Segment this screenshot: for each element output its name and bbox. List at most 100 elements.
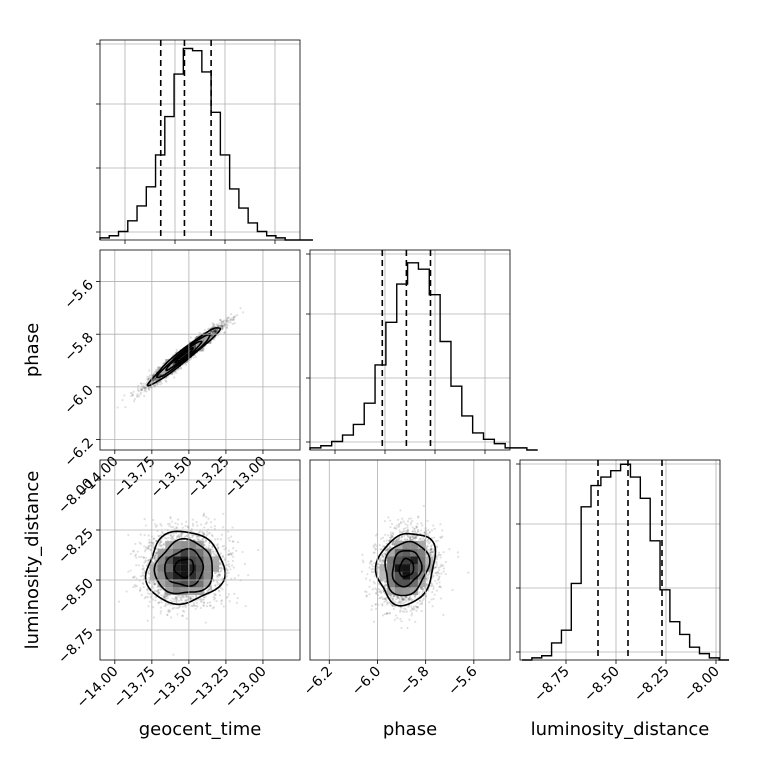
scatter-point [152, 373, 155, 376]
scatter-point [175, 596, 178, 599]
scatter-point [220, 321, 223, 325]
scatter-point [215, 600, 218, 603]
scatter-point [160, 594, 163, 597]
scatter-point [151, 374, 154, 377]
scatter-point [164, 376, 168, 379]
axes-frame [99, 39, 301, 241]
scatter-point [214, 538, 217, 541]
scatter-point [213, 594, 217, 597]
scatter-point [185, 604, 188, 607]
scatter-point [221, 555, 224, 558]
scatter-point [143, 545, 146, 548]
scatter-point [125, 590, 128, 593]
scatter-point [203, 596, 206, 599]
scatter-point [190, 595, 193, 598]
scatter-point [157, 602, 160, 605]
scatter-point [222, 544, 226, 548]
scatter-point [147, 545, 150, 548]
scatter-point [162, 362, 165, 365]
scatter-point [134, 585, 137, 588]
scatter-point [209, 588, 212, 591]
scatter-point [211, 331, 215, 334]
scatter-point [221, 526, 225, 529]
scatter-point [143, 518, 146, 521]
scatter-point [184, 598, 187, 602]
scatter-point [223, 331, 226, 334]
scatter-point [159, 545, 163, 548]
x-tick-label: −8.00 [681, 664, 723, 706]
scatter-point [142, 582, 145, 586]
scatter-point [152, 537, 155, 541]
scatter-point [204, 522, 207, 525]
scatter-point [226, 595, 229, 598]
scatter-point [173, 597, 176, 601]
scatter-point [205, 515, 208, 518]
histogram-bin [571, 583, 581, 660]
scatter-point [206, 589, 209, 592]
scatter-point [197, 531, 201, 534]
scatter-point [154, 554, 158, 557]
scatter-point [191, 595, 195, 598]
scatter-point [163, 596, 166, 599]
scatter-point [202, 537, 205, 540]
scatter-point [211, 330, 215, 333]
scatter-point [211, 607, 214, 610]
scatter-point [180, 522, 183, 525]
scatter-point [203, 541, 206, 544]
scatter-point [176, 535, 179, 538]
scatter-point [205, 521, 208, 524]
scatter-point [154, 377, 157, 381]
scatter-point [230, 535, 233, 538]
scatter-point [217, 325, 220, 328]
scatter-point [222, 322, 226, 325]
scatter-point [212, 331, 215, 334]
histogram-step [309, 262, 538, 451]
scatter-point [189, 336, 193, 339]
scatter-point [154, 554, 157, 558]
scatter-point [136, 387, 140, 390]
scatter-point [220, 320, 223, 323]
scatter-point [147, 605, 150, 608]
scatter-point [194, 355, 197, 359]
scatter-point [233, 318, 236, 321]
scatter-point [220, 567, 223, 570]
scatter-point [200, 523, 203, 526]
scatter-point [170, 600, 174, 603]
scatter-point [168, 522, 172, 525]
scatter-point [158, 374, 161, 377]
scatter-point [147, 571, 150, 574]
scatter-point [181, 594, 184, 597]
scatter-point [155, 590, 158, 593]
histogram-bin [690, 647, 700, 660]
scatter-point [156, 592, 159, 595]
scatter-point [217, 546, 220, 549]
scatter-point [146, 619, 149, 622]
scatter-point [195, 521, 198, 524]
scatter-point [220, 600, 223, 603]
histogram-bin [680, 634, 690, 660]
scatter-point [144, 559, 147, 562]
scatter-point [160, 601, 163, 604]
scatter-point [220, 599, 223, 602]
scatter-point [229, 313, 233, 316]
histogram-bin [462, 416, 473, 450]
histogram-bin [640, 498, 650, 660]
scatter-point [211, 330, 214, 333]
axes-frame [519, 459, 721, 661]
axes-frame [99, 249, 301, 451]
histogram-bin [494, 444, 505, 450]
scatter-point [153, 583, 156, 586]
scatter-point [174, 598, 178, 601]
scatter-point [201, 538, 204, 541]
scatter-point [231, 322, 234, 326]
scatter-point [219, 325, 223, 328]
scatter-point [190, 529, 193, 533]
histogram-bin [165, 117, 174, 240]
scatter-point [215, 580, 218, 583]
scatter-point [210, 526, 213, 529]
histogram-bin [257, 231, 266, 240]
scatter-point [209, 604, 212, 607]
scatter-point [148, 541, 151, 545]
scatter-point [151, 581, 154, 584]
scatter-point [226, 583, 229, 586]
